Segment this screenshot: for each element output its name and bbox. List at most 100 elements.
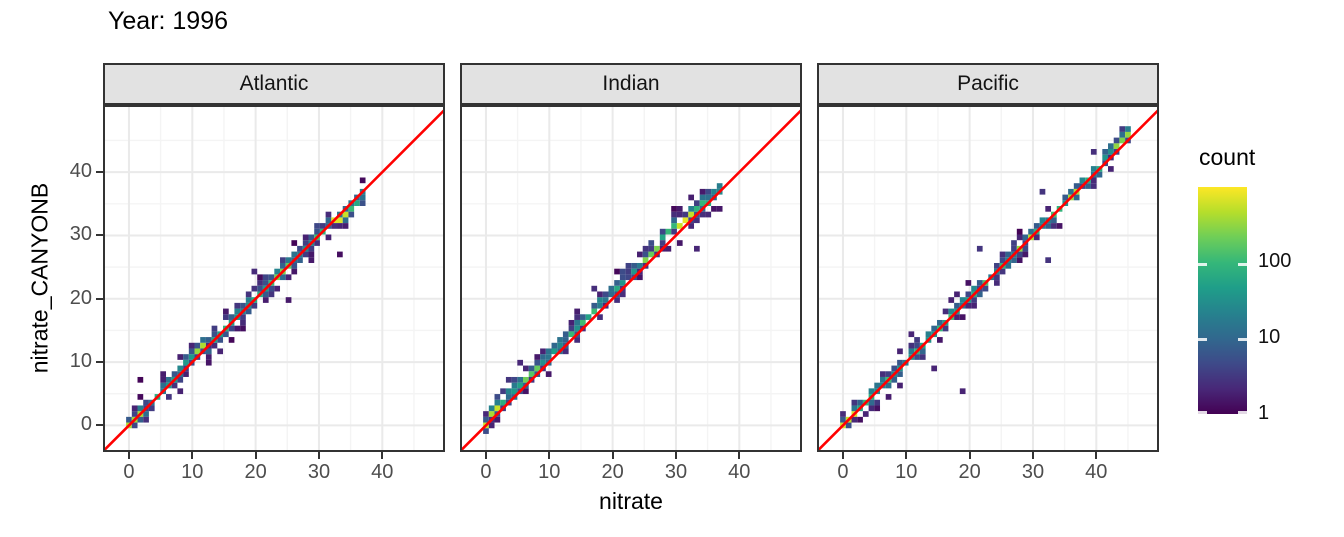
count-bin <box>676 223 683 229</box>
y-axis-title: nitrate_CANYONB <box>26 182 53 374</box>
facet-strip-indian: Indian <box>460 63 802 105</box>
x-axis-tick-label: 20 <box>958 461 981 483</box>
count-bin <box>302 251 309 258</box>
count-bin <box>1096 171 1103 178</box>
count-bin <box>959 388 966 395</box>
count-bin <box>976 291 983 298</box>
count-bin <box>1068 188 1074 195</box>
count-bin <box>914 342 920 349</box>
count-bin <box>637 274 643 281</box>
count-bin <box>665 228 672 235</box>
x-axis-tick <box>1031 452 1034 459</box>
facet-strip-label: Atlantic <box>239 72 309 95</box>
count-bin <box>971 297 977 303</box>
count-bin <box>308 234 315 241</box>
count-bin <box>1051 223 1057 229</box>
x-axis-tick <box>548 452 551 459</box>
count-bin <box>1062 194 1069 201</box>
panel-border <box>460 105 802 452</box>
count-bin <box>1108 149 1114 155</box>
count-bin <box>211 331 218 338</box>
count-bin <box>488 405 495 412</box>
count-bin <box>325 234 332 241</box>
count-bin <box>551 342 558 349</box>
count-bin <box>625 262 632 269</box>
count-bin <box>488 422 495 429</box>
x-axis-tick <box>191 452 194 459</box>
count-bin <box>1011 245 1017 252</box>
count-bin <box>976 245 983 252</box>
count-bin <box>337 251 343 258</box>
count-bin <box>959 297 966 303</box>
count-bin <box>885 382 892 389</box>
count-bin <box>251 302 258 309</box>
count-bin <box>608 291 615 298</box>
count-bin <box>194 348 201 355</box>
count-bin <box>919 348 926 355</box>
panel-border <box>103 105 445 452</box>
count-bin <box>262 280 269 286</box>
count-bin <box>665 245 672 252</box>
x-axis-tick <box>738 452 741 459</box>
count-bin <box>342 223 349 229</box>
count-bin <box>240 319 246 326</box>
count-bin <box>562 337 569 343</box>
count-bin <box>251 268 258 275</box>
x-axis-tick-label: 10 <box>538 461 561 483</box>
count-bin <box>562 331 569 338</box>
count-bin <box>534 359 541 366</box>
count-bin <box>177 354 184 360</box>
count-bin <box>160 382 167 389</box>
count-bin <box>574 319 581 326</box>
count-bin <box>177 388 184 395</box>
count-bin <box>280 262 286 269</box>
count-bin <box>574 337 581 343</box>
count-bin <box>325 217 332 224</box>
count-bin <box>302 234 309 241</box>
count-bin <box>676 205 683 212</box>
count-bin <box>580 314 586 320</box>
count-bin <box>1119 137 1126 144</box>
count-bin <box>568 319 575 326</box>
count-bin <box>331 223 338 229</box>
count-bin <box>999 257 1006 263</box>
legend-colorbar <box>1198 187 1247 414</box>
x-axis-tick <box>674 452 677 459</box>
count-bin <box>240 302 246 309</box>
count-bin <box>188 348 195 355</box>
count-bin <box>1022 251 1029 258</box>
x-axis-tick <box>905 452 908 459</box>
count-bin <box>982 285 989 292</box>
count-bin <box>319 223 326 229</box>
count-bin <box>971 285 977 292</box>
count-bin <box>517 376 524 383</box>
count-bin <box>557 337 563 343</box>
x-axis-tick <box>381 452 384 459</box>
count-bin <box>965 291 972 298</box>
count-bin <box>308 245 315 252</box>
x-axis-tick-label: 20 <box>601 461 624 483</box>
count-bin <box>314 223 320 229</box>
count-bin <box>342 211 349 218</box>
count-bin <box>251 285 258 292</box>
count-bin <box>619 274 626 281</box>
count-bin <box>540 359 546 366</box>
count-bin <box>694 245 700 252</box>
count-bin <box>223 308 229 315</box>
count-bin <box>591 302 598 309</box>
count-bin <box>359 177 366 184</box>
count-bin <box>545 354 552 360</box>
count-bin <box>959 314 966 320</box>
count-bin <box>234 308 241 315</box>
legend-tick-label-10: 10 <box>1258 326 1281 348</box>
facet-panel-pacific <box>817 105 1159 452</box>
count-bin <box>654 245 660 252</box>
x-axis-tick-label: 40 <box>728 461 751 483</box>
legend-tick-label-1: 1 <box>1258 402 1270 424</box>
count-bin <box>217 337 224 343</box>
count-bin <box>1125 126 1131 132</box>
count-bin <box>205 348 212 355</box>
count-bin <box>494 416 501 423</box>
count-bin <box>257 280 263 286</box>
count-bin <box>937 319 943 326</box>
